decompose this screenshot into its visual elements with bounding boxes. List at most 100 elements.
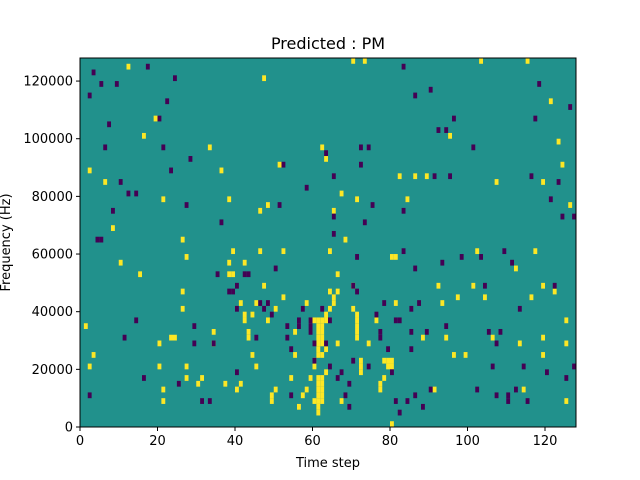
heatmap-cell-low — [510, 259, 515, 266]
heatmap-cell-low — [331, 213, 336, 220]
heatmap-cell-high — [304, 300, 309, 306]
heatmap-cell-high — [153, 115, 158, 122]
heatmap-cell-low — [328, 317, 332, 324]
heatmap-cell-low — [308, 328, 313, 335]
heatmap-cell-low — [95, 236, 100, 243]
heatmap-cell-high — [378, 380, 383, 387]
heatmap-cell-high — [316, 386, 321, 393]
heatmap-cell-high — [568, 202, 573, 208]
heatmap-cell-high — [382, 375, 387, 381]
heatmap-cell-low — [413, 92, 418, 99]
heatmap-cell-low — [103, 144, 108, 151]
heatmap-cell-high — [514, 265, 518, 272]
heatmap-cell-high — [273, 386, 278, 393]
heatmap-cell-low — [401, 63, 406, 70]
heatmap-cell-low — [320, 305, 325, 312]
heatmap-cell-high — [355, 334, 360, 341]
heatmap-cell-high — [320, 144, 325, 151]
heatmap-cell-high — [242, 311, 247, 318]
heatmap-cell-high — [324, 346, 329, 353]
heatmap-cell-low — [176, 380, 181, 387]
heatmap-cell-high — [405, 196, 410, 203]
heatmap-cell-high — [238, 380, 243, 387]
heatmap-cell-low — [188, 156, 193, 162]
heatmap-cell-low — [393, 317, 398, 324]
heatmap-cell-low — [545, 369, 549, 376]
heatmap-cell-high — [432, 386, 437, 393]
heatmap-cell-high — [258, 248, 263, 255]
heatmap-cell-high — [320, 392, 325, 399]
heatmap-cell-high — [184, 363, 189, 370]
heatmap-cell-high — [335, 288, 340, 295]
heatmap-cell-high — [541, 179, 546, 185]
low-cells-group — [87, 63, 577, 416]
heatmap-cell-high — [200, 375, 205, 381]
heatmap-cell-low — [289, 346, 294, 353]
heatmap-cell-low — [254, 334, 259, 341]
heatmap-cell-high — [320, 323, 325, 329]
heatmap-cell-low — [428, 386, 433, 393]
heatmap-cell-low — [324, 150, 329, 157]
heatmap-cell-high — [308, 375, 313, 381]
heatmap-cell-low — [111, 207, 115, 214]
heatmap-cell-high — [463, 352, 468, 358]
heatmap-cell-low — [300, 305, 305, 312]
heatmap-cell-low — [525, 398, 530, 404]
x-tick-label: 20 — [149, 434, 166, 449]
heatmap-cell-high — [355, 323, 360, 329]
heatmap-cell-low — [355, 288, 360, 295]
heatmap-cell-low — [312, 340, 317, 347]
heatmap-cell-high — [316, 340, 321, 347]
heatmap-cell-low — [517, 305, 522, 312]
heatmap-cell-high — [386, 357, 391, 364]
heatmap-cell-high — [490, 334, 495, 341]
heatmap-cell-high — [316, 375, 321, 381]
y-tick-label: 120000 — [23, 75, 73, 90]
heatmap-cell-low — [351, 282, 356, 289]
heatmap-cell-low — [165, 98, 170, 105]
heatmap-cell-low — [359, 144, 363, 151]
heatmap-cell-low — [312, 357, 317, 364]
heatmap-cell-low — [308, 323, 313, 329]
heatmap-cell-high — [521, 386, 526, 393]
heatmap-cell-high — [91, 352, 96, 358]
heatmap-cell-low — [506, 398, 511, 404]
heatmap-cell-low — [184, 202, 189, 208]
heatmap-cell-low — [397, 409, 402, 416]
heatmap-cell-high — [541, 334, 546, 341]
heatmap-cell-low — [304, 184, 309, 191]
heatmap-cell-low — [231, 288, 236, 295]
heatmap-cell-low — [285, 323, 290, 329]
heatmap-cell-high — [556, 138, 561, 145]
heatmap-cell-high — [320, 398, 325, 404]
heatmap-cell-high — [328, 248, 332, 255]
heatmap-cell-high — [312, 363, 317, 370]
heatmap-cell-low — [347, 403, 352, 410]
heatmap-cell-high — [548, 98, 553, 105]
heatmap-cell-high — [262, 75, 267, 82]
y-tick-label: 20000 — [32, 363, 73, 378]
heatmap-cell-high — [316, 392, 321, 399]
heatmap-cell-high — [254, 363, 259, 370]
heatmap-cell-low — [351, 357, 356, 364]
x-tick-label: 40 — [227, 434, 244, 449]
heatmap-cell-high — [331, 294, 336, 301]
heatmap-cell-high — [359, 369, 363, 376]
heatmap-cell-high — [262, 282, 267, 289]
heatmap-cell-low — [471, 144, 476, 151]
heatmap-cell-high — [142, 132, 146, 139]
x-tick-label: 60 — [304, 434, 321, 449]
heatmap-cell-high — [339, 398, 344, 404]
heatmap-cell-high — [560, 161, 565, 168]
heatmap-cell-low — [401, 207, 406, 214]
heatmap-cell-high — [374, 317, 379, 324]
heatmap-cell-high — [258, 207, 263, 214]
heatmap-cell-low — [409, 328, 414, 335]
y-tick-label: 40000 — [32, 305, 73, 320]
heatmap-cell-high — [440, 300, 445, 306]
heatmap-cell-low — [502, 248, 507, 255]
heatmap-cell-high — [211, 328, 216, 335]
heatmap-cell-low — [192, 323, 197, 329]
heatmap-cell-high — [475, 248, 480, 255]
heatmap-cell-low — [424, 328, 429, 335]
